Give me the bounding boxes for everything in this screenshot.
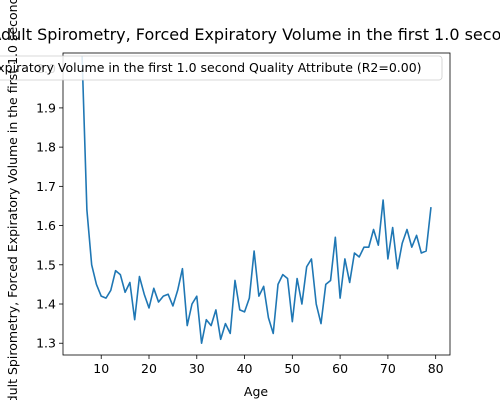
y-tick-label: 1.7 bbox=[36, 179, 56, 194]
series-line bbox=[81, 56, 432, 345]
legend-label: Adult Spirometry, Forced Expiratory Volu… bbox=[0, 60, 422, 75]
x-tick-label: 30 bbox=[189, 361, 205, 376]
y-tick-label: 1.4 bbox=[36, 297, 56, 312]
x-tick-label: 50 bbox=[284, 361, 300, 376]
y-tick-label: 1.9 bbox=[36, 100, 56, 115]
y-tick-label: 1.5 bbox=[36, 257, 56, 272]
x-tick-label: 70 bbox=[380, 361, 396, 376]
x-tick-label: 60 bbox=[332, 361, 348, 376]
plot-frame bbox=[62, 52, 451, 356]
x-tick-label: 80 bbox=[428, 361, 444, 376]
legend: Adult Spirometry, Forced Expiratory Volu… bbox=[0, 55, 443, 81]
y-tick-label: 1.3 bbox=[36, 336, 56, 351]
y-tick-label: 1.8 bbox=[36, 140, 56, 155]
x-tick-label: 20 bbox=[141, 361, 157, 376]
chart-title: Adult Spirometry, Forced Expiratory Volu… bbox=[0, 25, 500, 44]
legend-box bbox=[0, 55, 443, 81]
x-axis-label: Age bbox=[244, 384, 268, 399]
plot-area bbox=[63, 53, 450, 355]
x-tick-label: 40 bbox=[237, 361, 253, 376]
y-tick-label: 1.6 bbox=[36, 218, 56, 233]
y-axis-label: Adult Spirometry, Forced Expiratory Volu… bbox=[5, 0, 20, 400]
x-axis-ticks: 10 20 30 40 50 60 70 80 bbox=[93, 355, 444, 376]
x-tick-label: 10 bbox=[93, 361, 109, 376]
